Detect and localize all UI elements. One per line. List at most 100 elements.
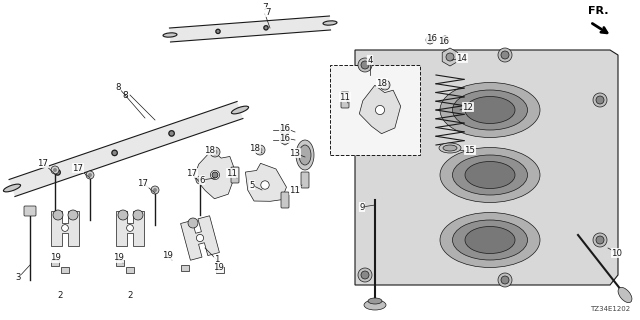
Circle shape [88, 173, 92, 177]
Circle shape [188, 218, 198, 228]
Ellipse shape [299, 145, 311, 165]
Text: 13: 13 [289, 148, 301, 157]
Text: 18: 18 [376, 78, 387, 87]
Circle shape [361, 271, 369, 279]
Text: 14: 14 [456, 53, 467, 62]
Text: 4: 4 [367, 55, 372, 65]
FancyBboxPatch shape [61, 267, 69, 273]
FancyBboxPatch shape [281, 192, 289, 208]
Text: 8: 8 [115, 83, 121, 92]
Circle shape [498, 48, 512, 62]
Circle shape [428, 38, 432, 42]
Text: 15: 15 [465, 146, 476, 155]
Circle shape [380, 80, 390, 90]
FancyBboxPatch shape [181, 265, 189, 271]
Circle shape [596, 96, 604, 104]
Circle shape [55, 170, 60, 175]
FancyBboxPatch shape [116, 260, 124, 266]
Ellipse shape [296, 140, 314, 170]
Text: 3: 3 [15, 274, 20, 283]
Ellipse shape [232, 106, 248, 114]
Ellipse shape [364, 300, 386, 310]
Circle shape [501, 276, 509, 284]
Text: 11: 11 [339, 92, 351, 101]
Text: 19: 19 [212, 263, 223, 273]
Polygon shape [51, 211, 79, 245]
Circle shape [196, 234, 204, 242]
Ellipse shape [465, 97, 515, 124]
Text: 16: 16 [280, 133, 291, 142]
Circle shape [255, 145, 265, 155]
Circle shape [153, 188, 157, 192]
Circle shape [53, 210, 63, 220]
Text: 9: 9 [359, 203, 365, 212]
Polygon shape [355, 50, 618, 285]
Text: 19: 19 [49, 253, 60, 262]
Text: 17: 17 [138, 179, 148, 188]
Text: 16: 16 [280, 124, 291, 132]
Circle shape [361, 61, 369, 69]
Ellipse shape [443, 145, 457, 151]
Circle shape [498, 273, 512, 287]
FancyBboxPatch shape [301, 172, 309, 188]
Circle shape [383, 83, 387, 87]
Ellipse shape [618, 287, 632, 303]
Polygon shape [245, 163, 287, 201]
Circle shape [426, 36, 434, 44]
Polygon shape [180, 216, 220, 260]
Circle shape [53, 168, 57, 172]
Text: 16: 16 [426, 34, 438, 43]
Circle shape [151, 186, 159, 194]
FancyBboxPatch shape [126, 267, 134, 273]
Text: 19: 19 [113, 253, 124, 262]
Text: 17: 17 [72, 164, 83, 172]
FancyBboxPatch shape [330, 65, 420, 155]
Circle shape [593, 93, 607, 107]
Ellipse shape [452, 155, 527, 195]
Polygon shape [9, 101, 243, 196]
FancyBboxPatch shape [24, 206, 36, 216]
FancyBboxPatch shape [51, 260, 59, 266]
Circle shape [443, 38, 447, 42]
Text: 7: 7 [262, 3, 268, 12]
Circle shape [376, 106, 385, 115]
Circle shape [257, 148, 262, 153]
Circle shape [210, 147, 220, 157]
Text: 18: 18 [250, 143, 260, 153]
Text: 11: 11 [289, 186, 301, 195]
Ellipse shape [163, 33, 177, 37]
Circle shape [441, 36, 449, 44]
Ellipse shape [439, 143, 461, 153]
Circle shape [261, 181, 269, 189]
Polygon shape [194, 150, 236, 199]
Circle shape [196, 176, 204, 184]
Ellipse shape [452, 220, 527, 260]
Text: 11: 11 [227, 169, 237, 178]
Text: 16: 16 [438, 36, 449, 45]
Ellipse shape [452, 90, 527, 130]
Ellipse shape [465, 162, 515, 188]
Circle shape [127, 225, 133, 231]
Circle shape [212, 172, 218, 178]
Text: 10: 10 [611, 249, 623, 258]
Circle shape [501, 51, 509, 59]
Circle shape [264, 26, 268, 30]
FancyBboxPatch shape [341, 92, 349, 108]
Ellipse shape [440, 83, 540, 138]
Ellipse shape [465, 227, 515, 253]
Circle shape [216, 29, 220, 34]
Circle shape [86, 171, 94, 179]
Text: 2: 2 [57, 291, 63, 300]
Text: 7: 7 [265, 7, 271, 17]
Ellipse shape [368, 298, 382, 304]
Circle shape [112, 150, 117, 156]
Circle shape [358, 58, 372, 72]
Circle shape [61, 225, 68, 231]
Text: 17: 17 [38, 158, 49, 167]
Circle shape [68, 210, 78, 220]
Circle shape [593, 233, 607, 247]
Polygon shape [359, 85, 401, 134]
Circle shape [596, 236, 604, 244]
Text: 5: 5 [249, 180, 255, 189]
Circle shape [133, 210, 143, 220]
